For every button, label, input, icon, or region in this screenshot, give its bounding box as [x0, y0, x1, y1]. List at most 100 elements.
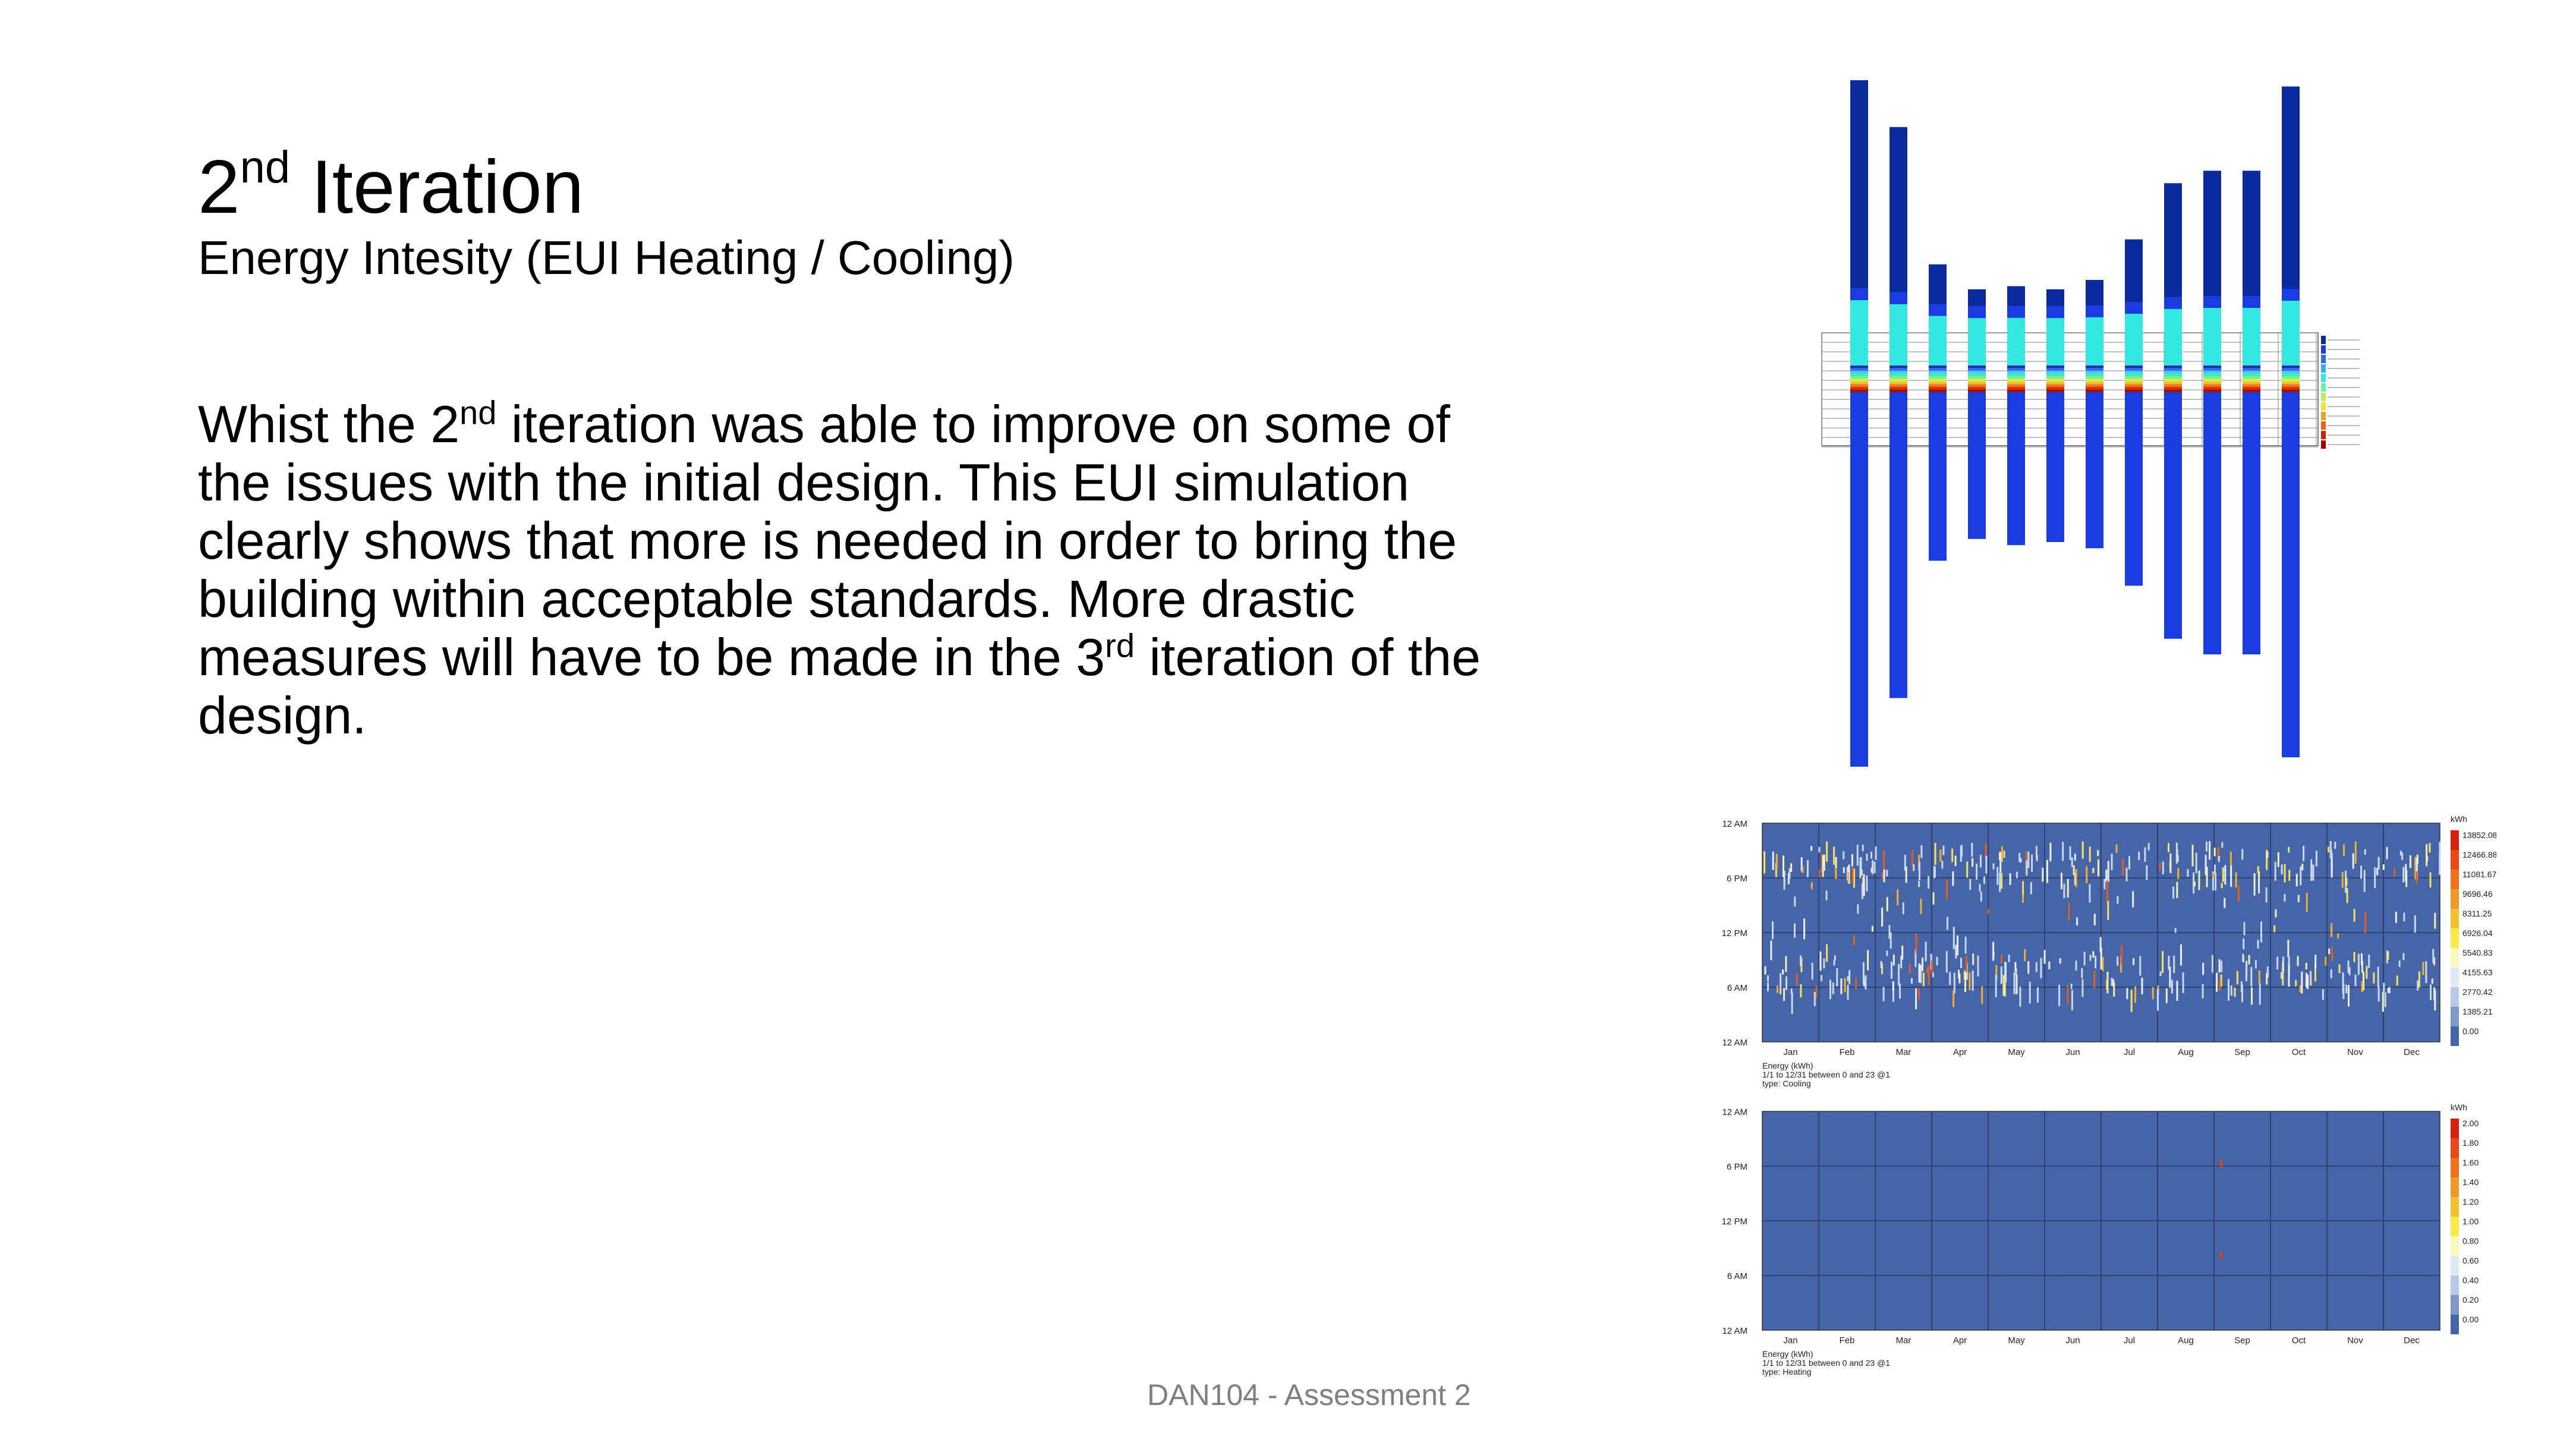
- heatmap-cell: [1881, 963, 1883, 974]
- heatmap-scale-swatch: [2451, 928, 2459, 948]
- heatmap-cell: [1802, 867, 1804, 873]
- heatmap-cell: [2346, 888, 2348, 903]
- heatmap-cell: [2191, 845, 2194, 867]
- heatmap-scale-value: 0.80: [2462, 1236, 2479, 1246]
- heatmap-cell: [1833, 846, 1835, 865]
- heatmap-cell: [1862, 962, 1865, 984]
- heatmap-cell: [2215, 872, 2217, 891]
- heatmap-cell: [1886, 950, 1888, 956]
- heatmap-cell: [2030, 882, 2032, 894]
- heatmap-cell: [2213, 848, 2216, 856]
- heatmap-cell: [1883, 869, 1885, 883]
- heatmap-cell: [2416, 858, 2418, 880]
- heatmap-cell: [2439, 842, 2441, 857]
- heatmap-scale-value: 5540.83: [2462, 948, 2493, 957]
- heatmap-cell: [2130, 990, 2133, 1012]
- heatmap-cell: [1871, 925, 1873, 932]
- heatmap-cell: [2125, 867, 2128, 881]
- heatmap-cell: [1860, 856, 1862, 873]
- eui-legend-swatch: [2321, 421, 2326, 430]
- heatmap-cell: [1918, 988, 1920, 1000]
- heatmap-cell: [1932, 972, 1934, 978]
- heatmap-cell: [1813, 992, 1816, 1006]
- eui-bar-band: [2243, 373, 2260, 376]
- heatmap-cell: [2284, 864, 2286, 883]
- heatmap-cell: [2165, 988, 2168, 1003]
- heatmap-cell: [2297, 956, 2299, 966]
- heatmap-cell: [1787, 872, 1790, 884]
- heatmap-cell: [1848, 970, 1851, 985]
- heatmap-cell: [2073, 865, 2075, 875]
- eui-bar-cooling-mid: [2125, 301, 2143, 314]
- heatmap-cell: [1782, 969, 1784, 975]
- heatmap-y-tick: 12 AM: [1722, 1038, 1747, 1048]
- heatmap-scale-value: 4155.63: [2462, 968, 2493, 977]
- heatmap-scale-swatch: [2451, 1119, 2459, 1138]
- heatmap-cell: [2328, 949, 2331, 955]
- heatmap-cell: [2366, 966, 2368, 979]
- heatmap-caption: type: Cooling: [1762, 1079, 1811, 1088]
- eui-bar-band: [1929, 368, 1947, 371]
- heatmap-cell: [1851, 867, 1854, 884]
- heatmap-cell: [2152, 987, 2154, 1000]
- heatmap-cell: [2020, 858, 2022, 863]
- heatmap-cell: [2241, 984, 2243, 1003]
- eui-bar-band: [1929, 373, 1947, 376]
- heatmap-y-tick: 6 AM: [1727, 983, 1747, 993]
- heatmap-cell: [2357, 953, 2360, 975]
- heatmap-cell: [2265, 887, 2268, 903]
- heatmap-cell: [2295, 980, 2297, 987]
- heatmap-cell: [2301, 971, 2303, 994]
- heatmap-cell: [2338, 964, 2341, 974]
- heatmap-cell: [2169, 966, 2171, 988]
- heatmap-cell: [1922, 957, 1923, 971]
- heatmap-cell: [1770, 940, 1772, 960]
- heatmap-scale-value: 0.40: [2462, 1275, 2479, 1285]
- heatmap-cell: [2348, 985, 2350, 1007]
- eui-bar-band: [1968, 376, 1986, 379]
- heatmap-x-tick: Feb: [1840, 1047, 1855, 1057]
- eui-bar-band: [1890, 382, 1907, 385]
- heatmap-cell: [2018, 852, 2021, 862]
- eui-bar-cooling-cyan: [2007, 317, 2025, 366]
- eui-bar-heating: [2282, 392, 2300, 758]
- heatmap-cell: [2434, 912, 2436, 929]
- heatmap-x-tick: Feb: [1840, 1335, 1855, 1346]
- heatmap-scale-value: 0.20: [2462, 1295, 2479, 1305]
- heatmap-cell: [2234, 987, 2236, 997]
- eui-bar-cooling-cyan: [2046, 318, 2064, 366]
- heatmap-scale-value: 8311.25: [2462, 909, 2492, 918]
- heatmap-cell: [1881, 908, 1884, 927]
- heatmap-cell: [1836, 968, 1838, 987]
- heatmap-cell: [1926, 966, 1929, 974]
- heatmap-cell: [1965, 955, 1967, 972]
- title-text: Iteration: [290, 144, 584, 229]
- heatmap-cell: [1925, 941, 1927, 962]
- eui-bar-band: [1968, 384, 1986, 387]
- heatmap-cell: [2389, 987, 2391, 994]
- heatmap-cell: [1811, 963, 1813, 980]
- heatmap-cell: [2049, 843, 2052, 862]
- eui-bar-band: [2203, 389, 2221, 392]
- heatmap-cell: [2074, 853, 2076, 861]
- heatmap-cell: [2081, 968, 2083, 978]
- heatmap-cell: [1853, 868, 1855, 888]
- heatmap-cell: [1870, 852, 1872, 859]
- heatmap-cell: [2222, 867, 2224, 883]
- heatmap-cell: [2237, 885, 2240, 902]
- eui-bar-band: [1890, 373, 1907, 376]
- heatmap-cell: [2353, 909, 2355, 922]
- eui-legend: [2321, 336, 2360, 449]
- eui-bar-band: [2243, 376, 2260, 379]
- heatmap-cell: [2352, 853, 2354, 869]
- heatmap-cell: [2000, 966, 2002, 984]
- heatmap-cell: [2342, 972, 2344, 994]
- title-superscript: nd: [240, 141, 291, 193]
- cooling-heatmap-scale: kWh 13852.08 12466.88 11081.67 9696.46 8311.2…: [2451, 814, 2496, 1046]
- heatmap-cell: [2312, 864, 2314, 881]
- heatmap-cell: [1870, 867, 1873, 872]
- heatmap-cell: [1941, 861, 1944, 869]
- heatmap-cell: [1819, 951, 1822, 971]
- heatmap-cell: [1920, 845, 1923, 858]
- heatmap-scale-swatch: [2451, 1236, 2459, 1256]
